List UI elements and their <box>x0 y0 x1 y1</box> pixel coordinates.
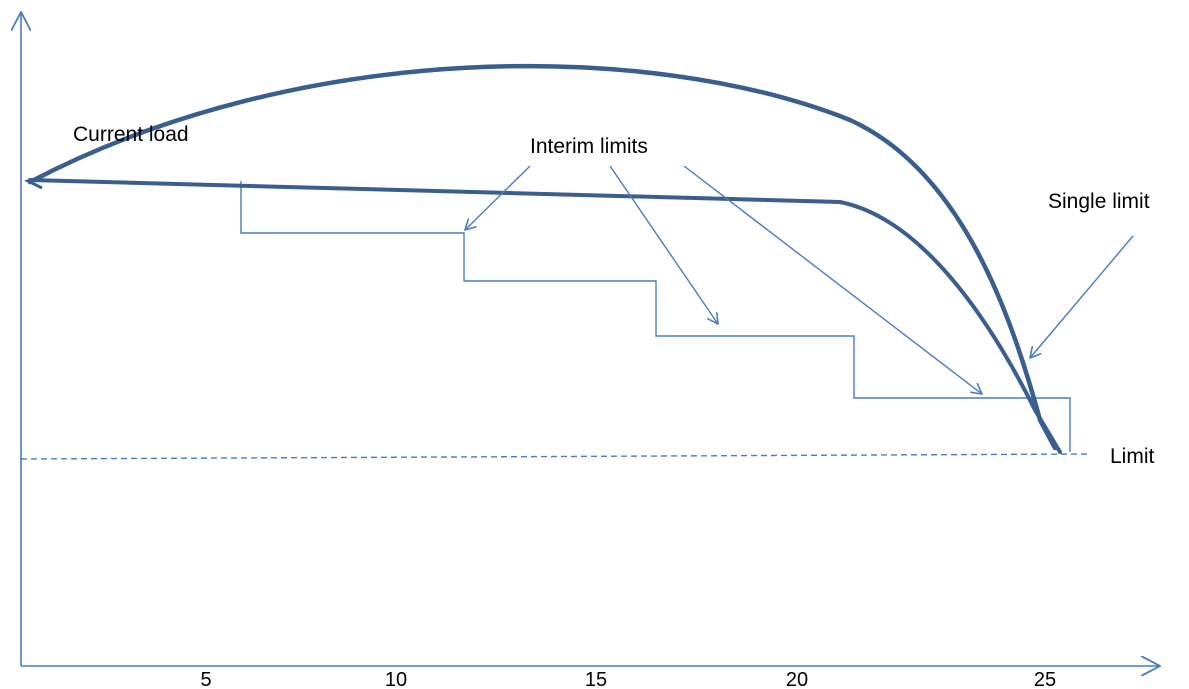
x-tick-label: 25 <box>1034 669 1056 689</box>
limit-label: Limit <box>1110 445 1155 468</box>
interim-arrow-3 <box>683 165 982 394</box>
x-tick-label: 10 <box>385 669 407 689</box>
limit-dashed-line <box>20 453 1091 460</box>
single-limit-label: Single limit <box>1048 190 1150 213</box>
x-tick-label: 5 <box>200 669 211 689</box>
interim-arrow-1 <box>465 165 531 230</box>
interim-limits-staircase <box>240 181 1071 452</box>
single-limit-arrow <box>1030 235 1134 358</box>
interim-arrow-2 <box>609 165 718 324</box>
x-tick-label: 20 <box>786 669 808 689</box>
single-limit-curve <box>28 178 1062 454</box>
current-load-curve <box>27 63 1058 451</box>
x-tick-label: 15 <box>585 669 607 689</box>
current-load-label: Current load <box>73 123 189 146</box>
interim-limits-label: Interim limits <box>530 135 648 158</box>
curve-start-arrowhead-icon <box>24 174 45 190</box>
